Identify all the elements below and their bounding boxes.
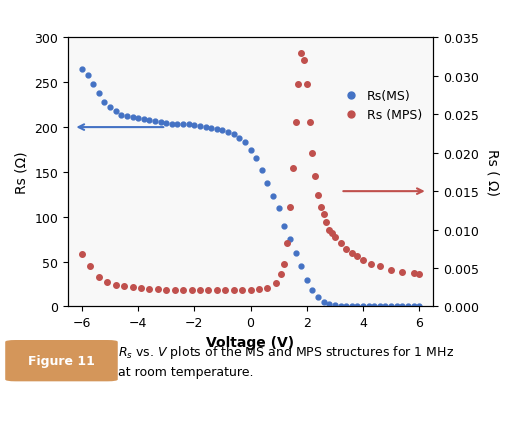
X-axis label: Voltage (V): Voltage (V) bbox=[207, 335, 294, 349]
Y-axis label: Rs ( Ω): Rs ( Ω) bbox=[486, 149, 500, 196]
FancyBboxPatch shape bbox=[5, 340, 118, 381]
Text: Figure 11: Figure 11 bbox=[28, 354, 95, 367]
Y-axis label: Rs (Ω): Rs (Ω) bbox=[15, 151, 29, 194]
Legend: Rs(MS), Rs (MPS): Rs(MS), Rs (MPS) bbox=[333, 85, 427, 127]
Text: $R_s$ vs. $V$ plots of the MS and MPS structures for 1 MHz
at room temperature.: $R_s$ vs. $V$ plots of the MS and MPS st… bbox=[118, 343, 454, 378]
